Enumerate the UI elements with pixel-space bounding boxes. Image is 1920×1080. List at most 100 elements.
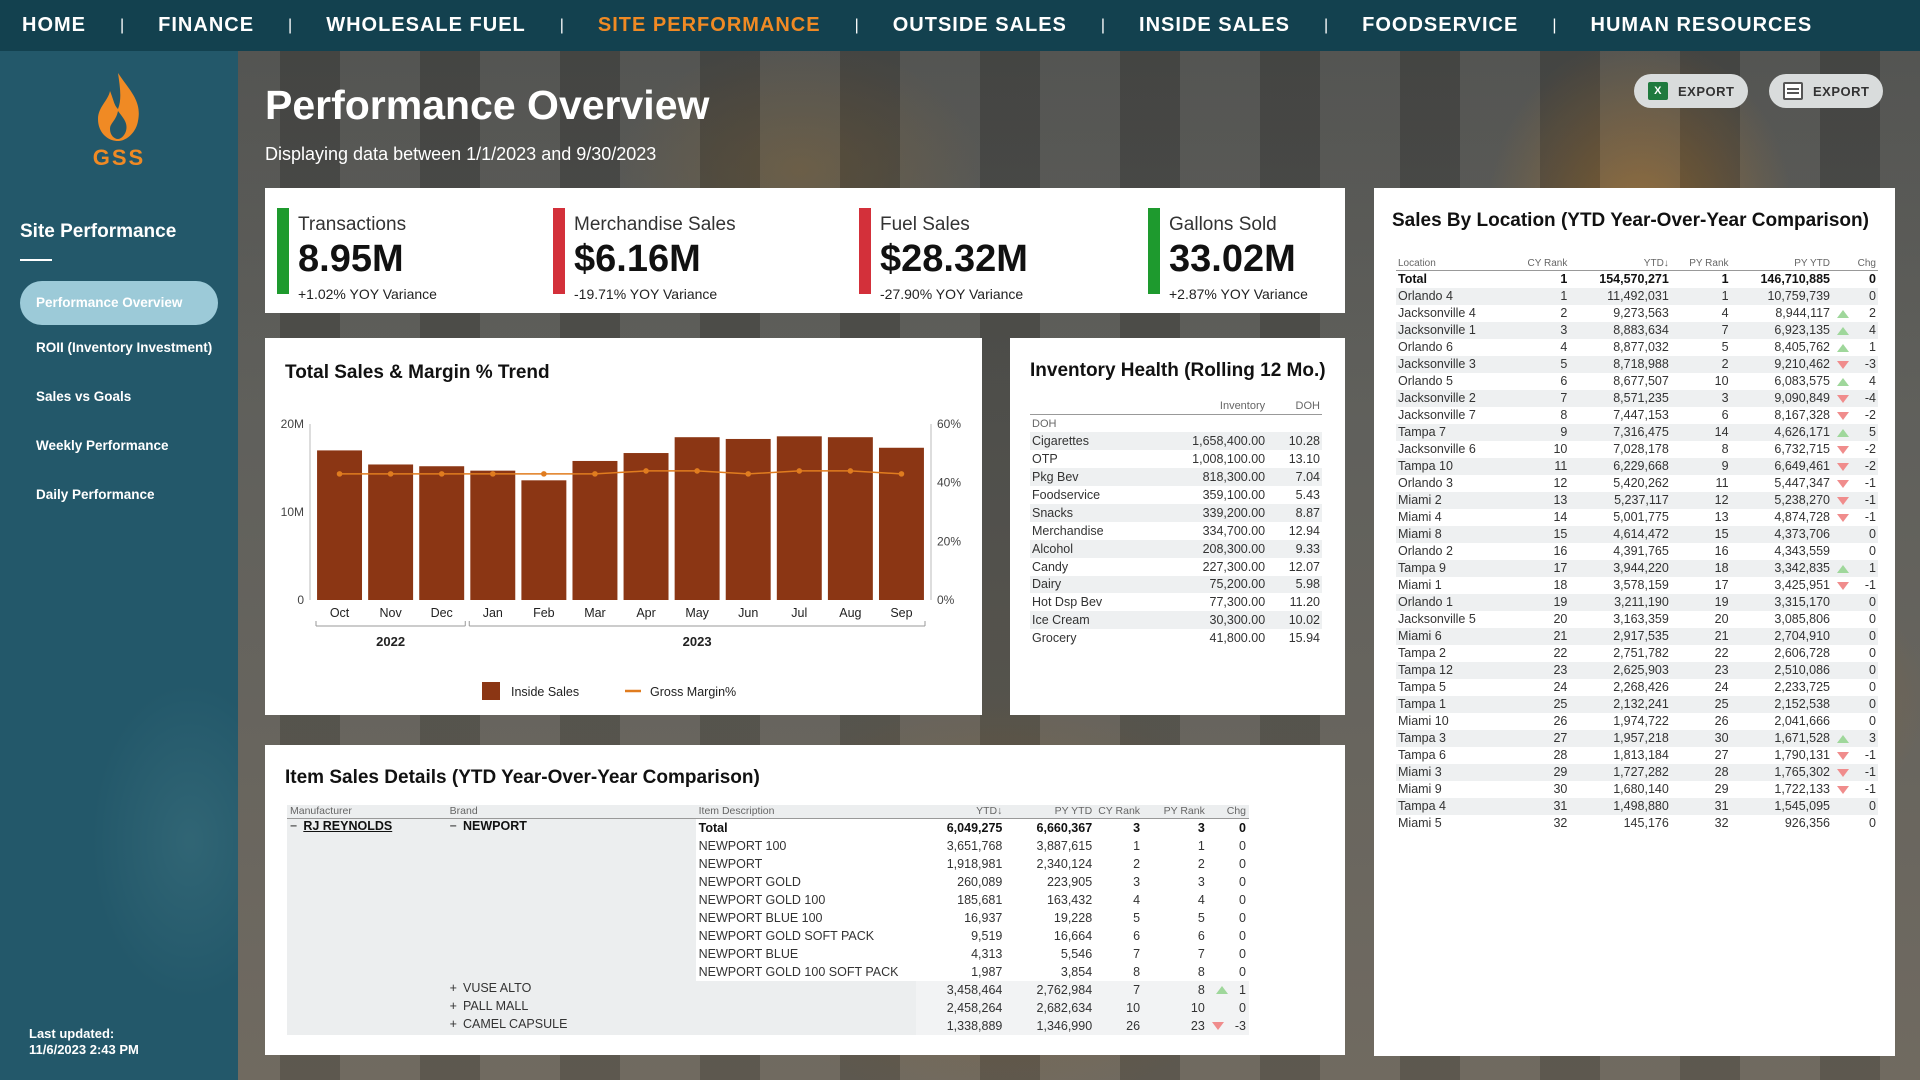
bar-inside-sales[interactable]: [725, 438, 771, 600]
legend-label-inside-sales[interactable]: Inside Sales: [511, 685, 579, 699]
nav-outside-sales[interactable]: OUTSIDE SALES: [892, 14, 1067, 36]
location-row[interactable]: Tampa 5 24 2,268,426 24 2,233,725 0: [1396, 679, 1878, 696]
item-row[interactable]: NEWPORT GOLD SOFT PACK 9,519 16,664 6 6 0: [287, 927, 1249, 945]
bar-inside-sales[interactable]: [572, 460, 618, 600]
location-row[interactable]: Miami 2 13 5,237,117 12 5,238,270 -1: [1396, 491, 1878, 509]
location-row[interactable]: Tampa 10 11 6,229,668 9 6,649,461 -2: [1396, 457, 1878, 475]
col-manufacturer[interactable]: Manufacturer: [287, 805, 447, 819]
point-gross-margin[interactable]: [592, 471, 598, 477]
point-gross-margin[interactable]: [387, 471, 394, 477]
sidebar-item-weekly-performance[interactable]: Weekly Performance: [36, 438, 169, 453]
point-gross-margin[interactable]: [489, 471, 496, 477]
bar-inside-sales[interactable]: [368, 464, 414, 600]
expand-icon[interactable]: +: [449, 998, 457, 1013]
location-row[interactable]: Jacksonville 2 7 8,571,235 3 9,090,849 -4: [1396, 389, 1878, 407]
expand-icon[interactable]: +: [449, 1016, 457, 1031]
point-gross-margin[interactable]: [541, 471, 547, 477]
expand-icon[interactable]: +: [449, 980, 457, 995]
inventory-row[interactable]: Pkg Bev 818,300.00 7.04: [1030, 468, 1322, 487]
manufacturer-cell[interactable]: − RJ REYNOLDS: [287, 818, 447, 1035]
bar-inside-sales[interactable]: [623, 453, 669, 600]
location-row[interactable]: Miami 10 26 1,974,722 26 2,041,666 0: [1396, 713, 1878, 730]
location-row[interactable]: Tampa 7 9 7,316,475 14 4,626,171 5: [1396, 423, 1878, 441]
collapse-icon[interactable]: −: [290, 819, 298, 833]
col-item-description[interactable]: Item Description: [695, 805, 916, 819]
brand-cell[interactable]: + PALL MALL: [446, 998, 916, 1017]
col-py-rank[interactable]: PY Rank: [1670, 258, 1731, 271]
location-row[interactable]: Tampa 9 17 3,944,220 18 3,342,835 1: [1396, 559, 1878, 577]
bar-inside-sales[interactable]: [419, 466, 465, 600]
sidebar-item-sales-vs-goals[interactable]: Sales vs Goals: [36, 389, 132, 404]
location-row[interactable]: Orlando 4 1 11,492,031 1 10,759,739 0: [1396, 287, 1878, 305]
point-gross-margin[interactable]: [796, 468, 803, 474]
inventory-row[interactable]: Grocery 41,800.00 15.94: [1030, 629, 1322, 647]
inventory-row[interactable]: Dairy 75,200.00 5.98: [1030, 575, 1322, 594]
col-py-rank[interactable]: PY Rank: [1143, 805, 1208, 819]
location-row[interactable]: Miami 3 29 1,727,282 28 1,765,302 -1: [1396, 763, 1878, 781]
location-row[interactable]: Miami 5 32 145,176 32 926,356 0: [1396, 815, 1878, 832]
location-row[interactable]: Tampa 12 23 2,625,903 23 2,510,086 0: [1396, 661, 1878, 679]
manufacturer-name[interactable]: RJ REYNOLDS: [303, 819, 393, 833]
brand-cell[interactable]: + CAMEL CAPSULE: [446, 1016, 916, 1035]
col-cy-rank[interactable]: CY Rank: [1095, 805, 1144, 819]
location-row[interactable]: Jacksonville 4 2 9,273,563 4 8,944,117 2: [1396, 305, 1878, 322]
point-gross-margin[interactable]: [438, 471, 445, 477]
sidebar-item-roii-inventory-investment-[interactable]: ROII (Inventory Investment): [36, 340, 213, 355]
location-row[interactable]: Tampa 6 28 1,813,184 27 1,790,131 -1: [1396, 747, 1878, 764]
sidebar-item-daily-performance[interactable]: Daily Performance: [36, 487, 155, 502]
brand-row[interactable]: + VUSE ALTO 3,458,464 2,762,984 7 8 1: [287, 980, 1249, 999]
col-chg[interactable]: Chg: [1832, 258, 1878, 271]
location-row[interactable]: Jacksonville 1 3 8,883,634 7 6,923,135 4: [1396, 321, 1878, 339]
point-gross-margin[interactable]: [898, 471, 905, 477]
col-ytd-[interactable]: YTD↓: [915, 805, 1006, 819]
nav-wholesale-fuel[interactable]: WHOLESALE FUEL: [326, 14, 526, 36]
item-row[interactable]: NEWPORT GOLD 100 185,681 163,432 4 4 0: [287, 891, 1249, 909]
location-row[interactable]: Orlando 1 19 3,211,190 19 3,315,170 0: [1396, 593, 1878, 611]
brand-cell[interactable]: + VUSE ALTO: [446, 980, 916, 999]
inventory-row[interactable]: Candy 227,300.00 12.07: [1030, 558, 1322, 576]
inventory-row[interactable]: Hot Dsp Bev 77,300.00 11.20: [1030, 593, 1322, 611]
bar-inside-sales[interactable]: [827, 437, 873, 600]
item-row[interactable]: NEWPORT BLUE 4,313 5,546 7 7 0: [287, 945, 1249, 963]
location-row[interactable]: Jacksonville 6 10 7,028,178 8 6,732,715 -2: [1396, 441, 1878, 458]
inventory-row[interactable]: Ice Cream 30,300.00 10.02: [1030, 611, 1322, 630]
item-row[interactable]: NEWPORT 100 3,651,768 3,887,615 1 1 0: [287, 837, 1249, 855]
location-row[interactable]: Jacksonville 5 20 3,163,359 20 3,085,806 0: [1396, 611, 1878, 628]
sidebar-item-performance-overview[interactable]: Performance Overview: [20, 281, 218, 325]
location-row[interactable]: Orlando 5 6 8,677,507 10 6,083,575 4: [1396, 373, 1878, 390]
brand-row[interactable]: + CAMEL CAPSULE 1,338,889 1,346,990 26 23 -3: [287, 1016, 1249, 1035]
bar-inside-sales[interactable]: [521, 480, 567, 600]
item-row[interactable]: NEWPORT GOLD 100 SOFT PACK 1,987 3,854 8 8 0: [287, 963, 1249, 981]
inventory-row[interactable]: Foodservice 359,100.00 5.43: [1030, 486, 1322, 504]
location-row[interactable]: Miami 6 21 2,917,535 21 2,704,910 0: [1396, 627, 1878, 645]
location-row[interactable]: Jacksonville 7 8 7,447,153 6 8,167,328 -2: [1396, 407, 1878, 424]
nav-human-resources[interactable]: HUMAN RESOURCES: [1590, 14, 1813, 36]
location-row[interactable]: Miami 8 15 4,614,472 15 4,373,706 0: [1396, 525, 1878, 543]
brand-cell[interactable]: − NEWPORT: [446, 818, 696, 981]
inventory-row[interactable]: Cigarettes 1,658,400.00 10.28: [1030, 432, 1322, 451]
bar-inside-sales[interactable]: [470, 470, 516, 600]
export-pdf-button[interactable]: EXPORT: [1769, 74, 1884, 108]
location-row[interactable]: Orlando 6 4 8,877,032 5 8,405,762 1: [1396, 339, 1878, 356]
point-gross-margin[interactable]: [336, 471, 343, 477]
item-row[interactable]: NEWPORT BLUE 100 16,937 19,228 5 5 0: [287, 909, 1249, 927]
location-row[interactable]: Miami 9 30 1,680,140 29 1,722,133 -1: [1396, 781, 1878, 798]
inventory-row[interactable]: Snacks 339,200.00 8.87: [1030, 503, 1322, 522]
inventory-row[interactable]: Merchandise 334,700.00 12.94: [1030, 522, 1322, 540]
location-row[interactable]: Miami 4 14 5,001,775 13 4,874,728 -1: [1396, 509, 1878, 526]
nav-home[interactable]: HOME: [22, 14, 86, 36]
inventory-row[interactable]: Alcohol 208,300.00 9.33: [1030, 539, 1322, 558]
col-inventory[interactable]: Inventory: [1147, 400, 1268, 415]
collapse-icon[interactable]: −: [449, 819, 457, 833]
brand-row[interactable]: + PALL MALL 2,458,264 2,682,634 10 10 0: [287, 998, 1249, 1017]
col-py-ytd[interactable]: PY YTD: [1005, 805, 1096, 819]
location-row[interactable]: Tampa 4 31 1,498,880 31 1,545,095 0: [1396, 797, 1878, 815]
location-row[interactable]: Orlando 3 12 5,420,262 11 5,447,347 -1: [1396, 475, 1878, 492]
location-row[interactable]: Tampa 2 22 2,751,782 22 2,606,728 0: [1396, 645, 1878, 662]
nav-inside-sales[interactable]: INSIDE SALES: [1139, 14, 1290, 36]
col-cy-rank[interactable]: CY Rank: [1508, 258, 1570, 271]
col-doh[interactable]: DOH: [1267, 400, 1322, 415]
location-row[interactable]: Jacksonville 3 5 8,718,988 2 9,210,462 -3: [1396, 355, 1878, 373]
nav-foodservice[interactable]: FOODSERVICE: [1362, 14, 1519, 36]
inventory-row[interactable]: OTP 1,008,100.00 13.10: [1030, 450, 1322, 468]
